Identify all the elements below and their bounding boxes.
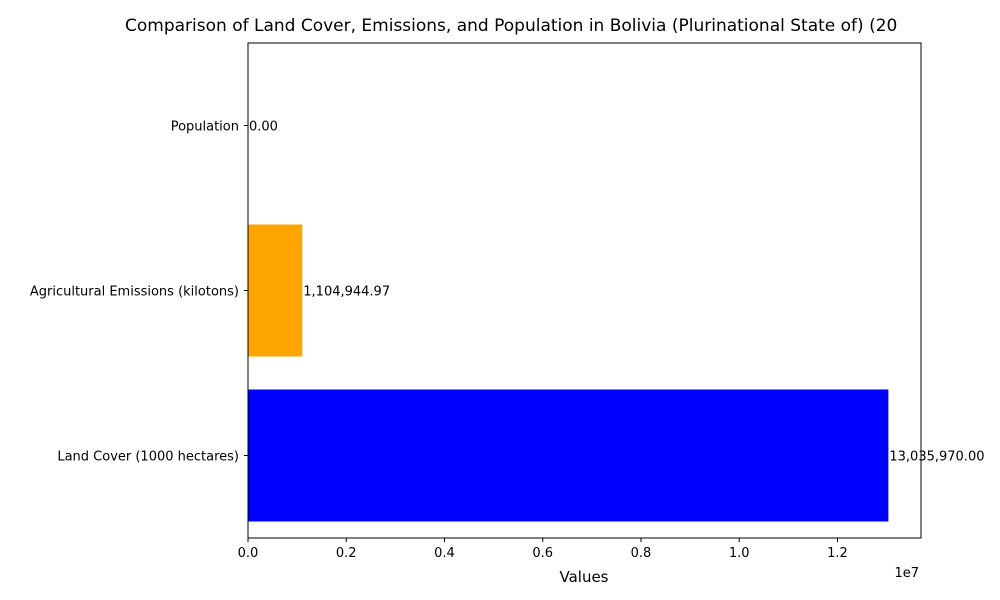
x-ticks: 0.0 0.2 0.4 0.6 0.8 1.0 1.2 — [238, 538, 848, 561]
bar — [248, 224, 303, 357]
y-tick-labels: Land Cover (1000 hectares) Agricultural E… — [30, 120, 248, 465]
x-tick-label: 0.0 — [238, 546, 259, 561]
y-tick-label: Agricultural Emissions (kilotons) — [30, 285, 239, 300]
x-tick-label: 1.2 — [827, 546, 848, 561]
value-labels: 13,035,970.00 1,104,944.97 0.00 — [249, 120, 984, 465]
x-tick-label: 0.4 — [434, 546, 455, 561]
plot-frame — [247, 42, 922, 539]
y-tick-label: Population — [171, 120, 239, 135]
x-axis-scale-label: 1e7 — [894, 566, 919, 581]
x-tick-label: 0.2 — [336, 546, 357, 561]
value-label: 13,035,970.00 — [889, 450, 984, 465]
value-label: 0.00 — [249, 120, 278, 135]
x-tick-label: 0.6 — [532, 546, 553, 561]
chart-title: Comparison of Land Cover, Emissions, and… — [125, 16, 897, 36]
bar — [248, 389, 889, 522]
x-tick-label: 0.8 — [631, 546, 652, 561]
x-tick-label: 1.0 — [729, 546, 750, 561]
y-tick-label: Land Cover (1000 hectares) — [57, 450, 239, 465]
value-label: 1,104,944.97 — [303, 285, 390, 300]
x-axis-label: Values — [559, 568, 608, 586]
bars-group — [248, 224, 889, 522]
